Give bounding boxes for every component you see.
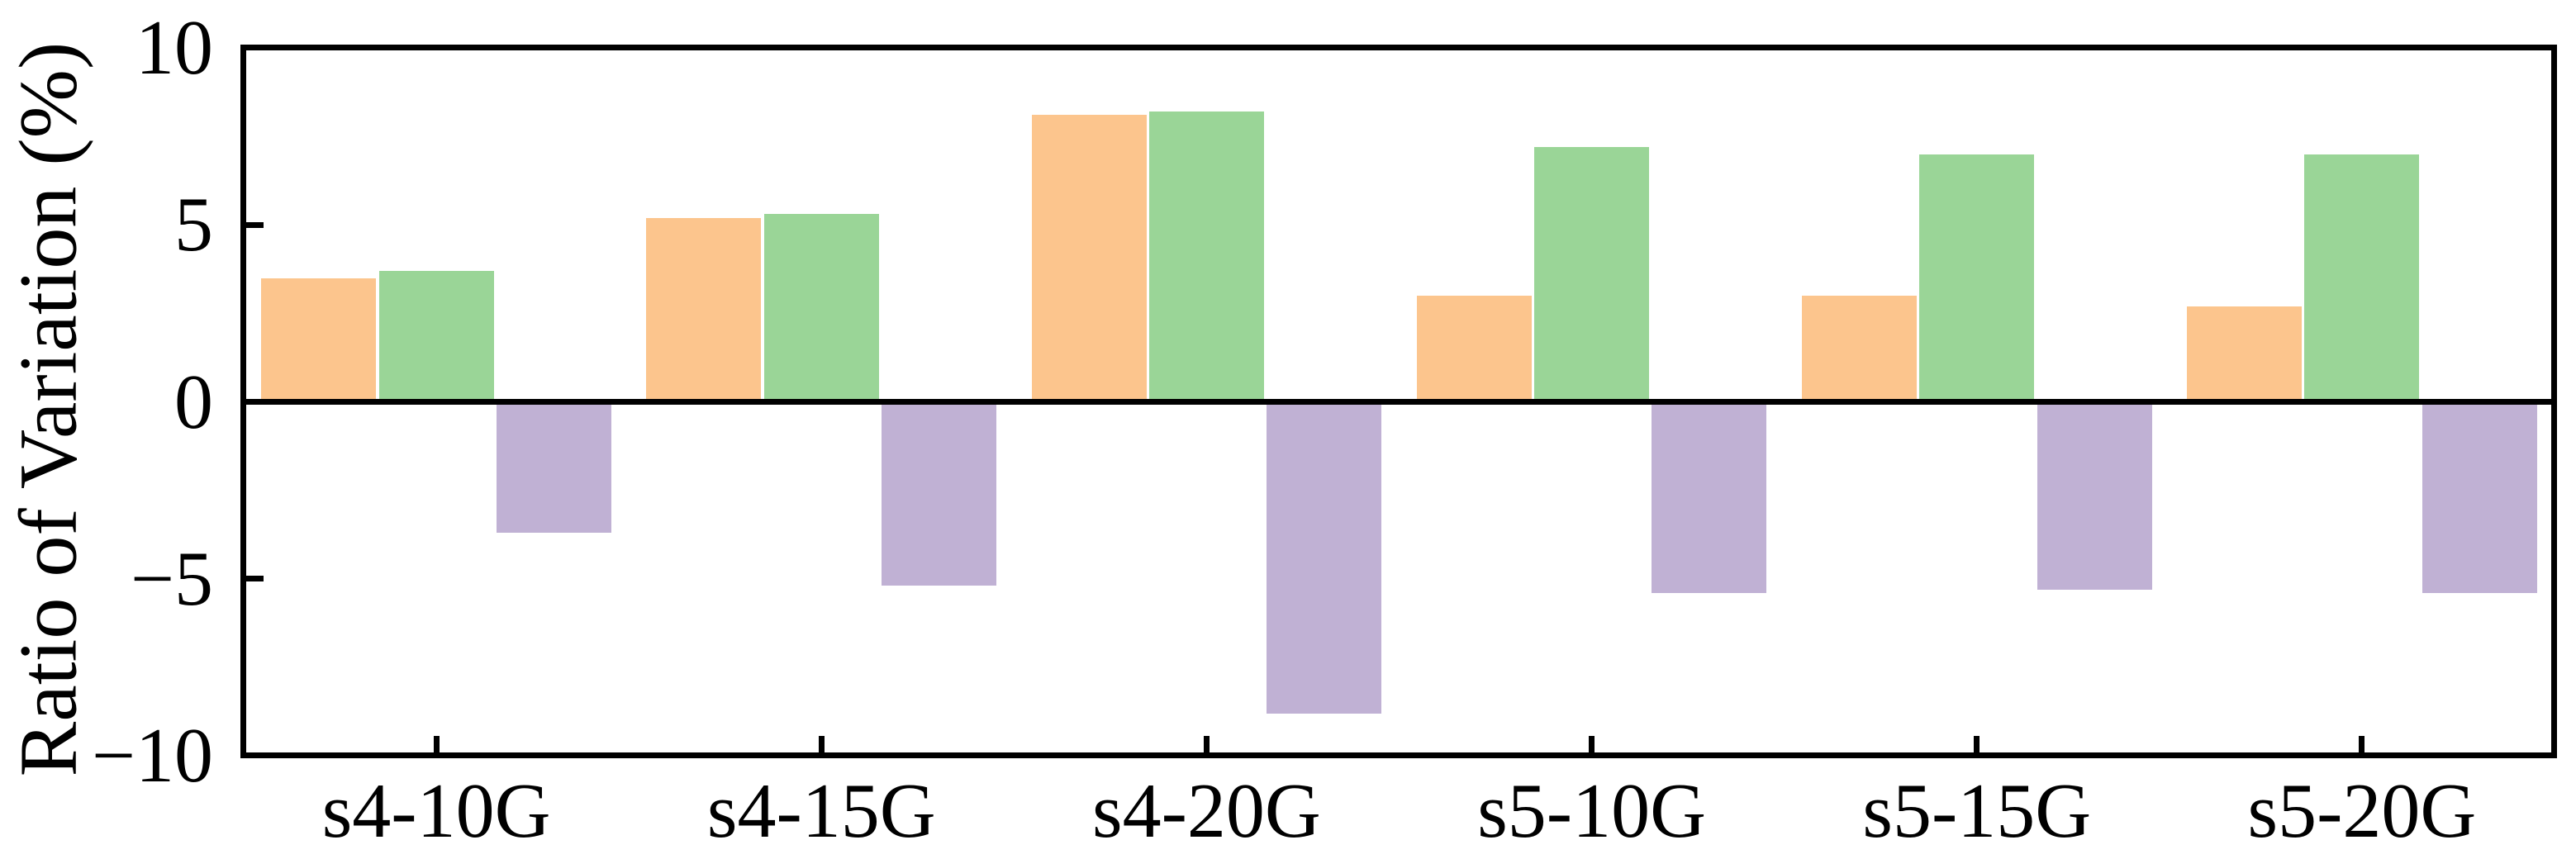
y-axis-label: Ratio of Variation (%)	[2, 41, 94, 777]
bar-orange-s5-20G	[2187, 306, 2303, 402]
bar-purple-s5-20G	[2422, 401, 2537, 593]
bar-purple-s4-10G	[496, 401, 611, 534]
y-tick-5	[244, 221, 264, 228]
x-tick-label-s4-20G: s4-20G	[1092, 768, 1321, 854]
y-tick-label-−10: −10	[91, 713, 213, 799]
x-tick-label-s5-20G: s5-20G	[2247, 768, 2477, 854]
bar-green-s5-20G	[2304, 154, 2420, 402]
y-tick-label-−5: −5	[130, 535, 213, 622]
x-tick-label-s4-15G: s4-15G	[706, 768, 936, 854]
bar-orange-s4-15G	[646, 217, 762, 402]
y-tick-label-10: 10	[135, 5, 213, 91]
y-tick-−5	[244, 576, 264, 582]
x-tick-s4-20G	[1203, 736, 1210, 756]
x-tick-s5-20G	[2359, 736, 2365, 756]
bar-purple-s4-15G	[882, 401, 997, 586]
bar-purple-s5-15G	[2037, 401, 2152, 590]
x-tick-s4-15G	[818, 736, 825, 756]
x-tick-label-s4-10G: s4-10G	[321, 768, 551, 854]
zero-axis-line	[244, 399, 2555, 405]
x-tick-label-s5-15G: s5-15G	[1862, 768, 2092, 854]
bar-green-s5-10G	[1534, 146, 1650, 402]
bar-orange-s4-10G	[261, 278, 377, 402]
bar-purple-s5-10G	[1652, 401, 1767, 593]
bar-orange-s4-20G	[1031, 115, 1147, 402]
bar-orange-s5-15G	[1801, 295, 1917, 402]
bar-green-s4-20G	[1148, 112, 1264, 402]
bar-green-s4-10G	[378, 270, 494, 402]
bar-green-s4-15G	[763, 214, 879, 402]
bar-green-s5-15G	[1919, 154, 2035, 402]
bar-orange-s5-10G	[1416, 295, 1532, 402]
x-tick-s5-15G	[1974, 736, 1980, 756]
x-tick-s5-10G	[1589, 736, 1595, 756]
bar-purple-s4-20G	[1267, 401, 1382, 714]
x-tick-label-s5-10G: s5-10G	[1477, 768, 1706, 854]
x-tick-s4-10G	[433, 736, 440, 756]
y-tick-label-5: 5	[174, 182, 213, 268]
plot-area	[244, 48, 2555, 756]
y-tick-label-0: 0	[174, 358, 213, 445]
